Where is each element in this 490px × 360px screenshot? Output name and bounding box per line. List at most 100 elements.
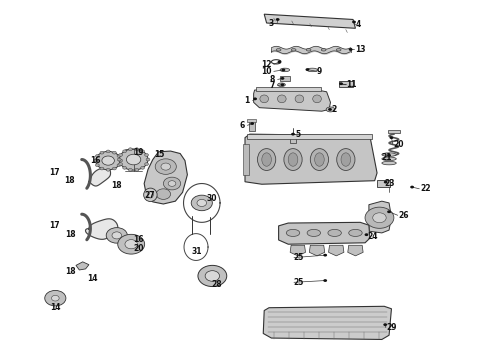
Ellipse shape: [321, 49, 326, 51]
Ellipse shape: [307, 229, 320, 237]
Circle shape: [117, 164, 121, 167]
Circle shape: [383, 323, 387, 326]
Ellipse shape: [337, 149, 355, 171]
Circle shape: [128, 148, 132, 150]
Circle shape: [387, 154, 391, 157]
Text: 26: 26: [399, 211, 409, 220]
Circle shape: [349, 48, 353, 51]
Text: 1: 1: [245, 96, 250, 105]
Text: 13: 13: [355, 45, 366, 54]
Ellipse shape: [382, 161, 396, 165]
Circle shape: [135, 148, 139, 150]
Circle shape: [141, 150, 145, 153]
Circle shape: [323, 254, 327, 257]
Text: 8: 8: [270, 75, 275, 84]
Circle shape: [163, 177, 181, 190]
Circle shape: [122, 166, 126, 169]
Text: 25: 25: [293, 278, 303, 287]
Ellipse shape: [278, 83, 285, 86]
Text: 24: 24: [368, 232, 378, 241]
Polygon shape: [85, 219, 118, 239]
Ellipse shape: [328, 229, 342, 237]
Ellipse shape: [336, 49, 341, 51]
Text: 14: 14: [88, 274, 98, 283]
Bar: [247, 119, 256, 122]
Ellipse shape: [315, 153, 324, 166]
Polygon shape: [263, 306, 392, 339]
Text: 22: 22: [420, 184, 431, 193]
Bar: [243, 144, 249, 175]
Ellipse shape: [341, 153, 351, 166]
Circle shape: [125, 240, 137, 249]
Circle shape: [119, 149, 148, 170]
Circle shape: [205, 271, 220, 281]
Polygon shape: [144, 151, 187, 204]
Bar: [249, 120, 255, 131]
Circle shape: [156, 189, 171, 199]
Circle shape: [384, 181, 388, 184]
Text: 18: 18: [65, 266, 76, 275]
Ellipse shape: [260, 95, 269, 103]
Circle shape: [96, 154, 99, 157]
Circle shape: [112, 232, 122, 239]
Ellipse shape: [310, 149, 329, 171]
Bar: [256, 87, 320, 91]
Text: 18: 18: [65, 230, 76, 239]
Circle shape: [106, 150, 110, 153]
Bar: [388, 130, 400, 134]
Text: 29: 29: [387, 323, 397, 332]
Text: 5: 5: [295, 130, 300, 139]
Circle shape: [135, 168, 139, 171]
Polygon shape: [290, 245, 305, 256]
Text: 6: 6: [240, 121, 245, 130]
Circle shape: [305, 68, 309, 71]
Ellipse shape: [288, 153, 298, 166]
Text: 16: 16: [134, 235, 144, 244]
Circle shape: [96, 164, 99, 167]
Circle shape: [96, 152, 121, 170]
Ellipse shape: [295, 95, 304, 103]
Circle shape: [339, 82, 343, 85]
Ellipse shape: [286, 229, 300, 237]
Polygon shape: [254, 89, 330, 111]
Circle shape: [373, 213, 386, 223]
Circle shape: [387, 210, 391, 213]
Polygon shape: [245, 134, 377, 184]
Circle shape: [113, 167, 116, 170]
Ellipse shape: [257, 149, 276, 171]
Circle shape: [281, 68, 285, 71]
Circle shape: [168, 181, 176, 186]
Ellipse shape: [147, 192, 153, 198]
Ellipse shape: [276, 49, 281, 51]
Circle shape: [352, 21, 356, 23]
Circle shape: [197, 199, 207, 207]
Circle shape: [113, 151, 116, 154]
Text: 11: 11: [346, 80, 356, 89]
Polygon shape: [264, 14, 355, 28]
Circle shape: [323, 279, 327, 282]
Ellipse shape: [280, 68, 290, 72]
Text: 30: 30: [207, 194, 217, 203]
Circle shape: [365, 207, 394, 228]
Polygon shape: [76, 262, 89, 270]
Circle shape: [119, 153, 122, 156]
Text: 18: 18: [112, 181, 122, 190]
Text: 21: 21: [382, 153, 392, 162]
Polygon shape: [309, 245, 325, 256]
Polygon shape: [89, 168, 111, 186]
Ellipse shape: [144, 188, 157, 202]
Circle shape: [390, 136, 393, 139]
Text: 23: 23: [384, 179, 395, 188]
Circle shape: [117, 154, 121, 157]
Text: 7: 7: [270, 81, 275, 90]
Text: 18: 18: [64, 176, 74, 185]
Text: 10: 10: [261, 67, 271, 76]
Text: 14: 14: [50, 303, 61, 312]
Polygon shape: [279, 222, 370, 244]
Circle shape: [118, 234, 145, 254]
Ellipse shape: [349, 229, 362, 237]
Ellipse shape: [277, 95, 286, 103]
Circle shape: [117, 158, 121, 161]
Circle shape: [119, 159, 122, 162]
Circle shape: [410, 186, 414, 189]
